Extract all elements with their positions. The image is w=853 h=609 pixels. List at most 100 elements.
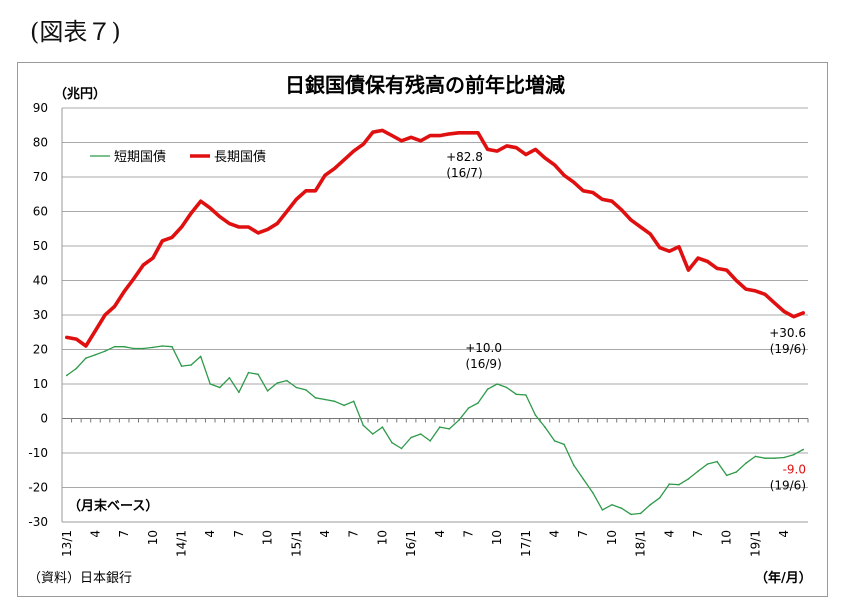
data-point [161,240,164,242]
data-point [697,470,699,473]
data-point [104,350,106,353]
data-point [477,402,479,404]
x-tick-label: 17/1 [519,530,533,557]
data-point [161,345,164,347]
legend-label: 短期国債 [114,150,166,165]
data-point [190,364,192,366]
data-point [372,131,374,133]
annotation-value: +82.8 [446,150,483,164]
data-point [305,190,307,192]
data-point [515,146,518,149]
data-point [515,393,518,396]
data-point [142,347,145,350]
data-point [448,428,451,430]
data-point [505,145,508,147]
data-point [180,226,183,228]
data-point [572,464,575,466]
x-tick-label: 13/1 [60,530,74,557]
data-point [611,200,613,202]
data-point [257,232,259,234]
x-tick-label: 4 [433,530,447,538]
data-point [209,207,211,209]
data-point [486,148,489,151]
data-point [132,347,135,350]
data-point [725,269,728,271]
data-point [649,504,651,506]
data-point [649,233,651,235]
data-point [324,398,326,401]
data-point [305,389,307,391]
data-point [582,190,584,192]
chart-title: 日銀国債保有残高の前年比増減 [285,73,565,97]
data-point [745,288,747,290]
data-point [754,455,757,458]
data-point [706,260,709,263]
data-point [324,174,326,177]
data-point [362,143,365,145]
data-point [343,159,345,161]
data-point [209,383,211,385]
y-axis-unit: （兆円） [54,86,106,102]
data-point [601,509,604,511]
data-point [620,209,623,211]
legend: 短期国債 長期国債 [90,150,266,165]
data-point [410,136,412,139]
annotation-value: -9.0 [783,463,806,477]
data-point [199,200,202,202]
data-point [362,424,365,427]
y-tick-label: 70 [33,170,48,184]
y-tick-label: 0 [40,412,48,426]
data-point [142,264,145,266]
data-point [458,419,460,422]
grid-lines [62,107,808,523]
data-point [247,371,250,374]
data-point [276,382,279,384]
data-point [639,226,642,228]
y-tick-label: 90 [33,101,48,115]
data-point [266,390,269,392]
x-tick-label: 10 [375,530,389,545]
x-tick-label: 7 [461,530,475,538]
x-tick-label: 15/1 [289,530,303,557]
data-point [257,373,259,376]
x-tick-label: 10 [261,530,275,545]
data-point [343,404,345,407]
data-point [458,132,460,134]
data-point [802,448,804,451]
data-point [783,456,785,459]
data-point [716,267,718,270]
x-tick-label: 16/1 [404,530,418,557]
data-point [544,426,546,428]
y-tick-label: 20 [33,343,48,357]
x-tick-label: 18/1 [634,530,648,557]
data-point [496,150,499,152]
figure-label: (図表７) [30,18,121,46]
data-point [219,386,221,389]
data-point [247,226,250,228]
data-point [66,374,68,377]
data-point [132,278,135,280]
data-point [439,134,441,137]
data-point [563,174,565,177]
data-point [266,228,269,231]
y-tick-label: -10 [28,446,48,460]
x-axis-unit: （年/月） [755,570,812,586]
data-point [611,504,613,506]
data-point [525,153,527,156]
chart-frame [17,62,828,597]
data-point [659,246,661,249]
annotation-value: +30.6 [769,326,806,340]
data-point [94,329,97,332]
data-point [314,397,317,399]
annotation-date: (16/7) [446,166,482,180]
y-tick-label: 60 [33,205,48,219]
data-point [678,245,680,248]
data-point [171,236,173,239]
data-point [123,290,125,293]
data-point [563,443,565,446]
data-point [286,379,288,382]
data-point [286,210,288,213]
data-point [544,157,546,159]
data-point [764,457,766,460]
y-tick-label: -30 [28,515,48,529]
